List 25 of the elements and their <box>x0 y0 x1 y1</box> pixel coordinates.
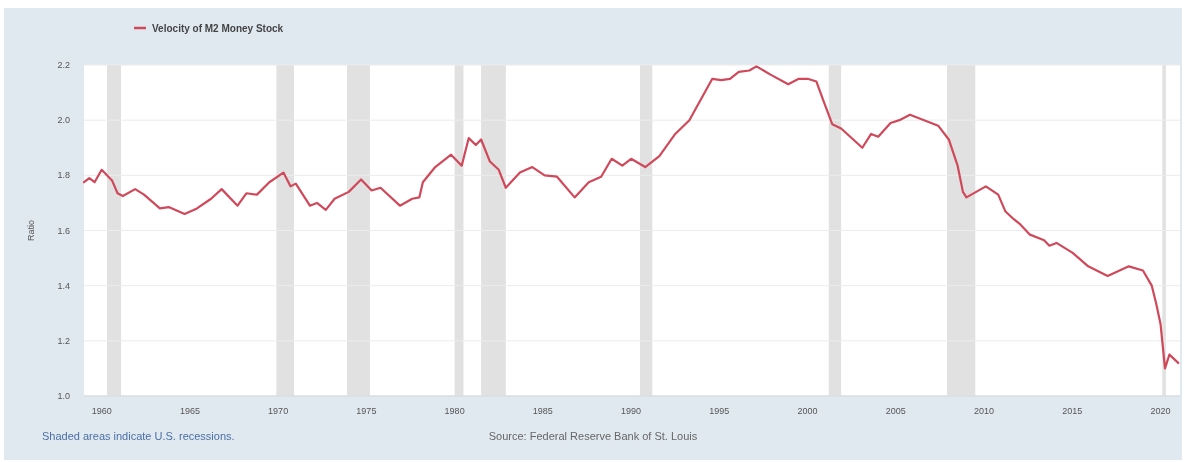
x-tick-label: 1970 <box>268 406 289 416</box>
x-tick-label: 2010 <box>974 406 995 416</box>
line-series <box>82 65 1180 370</box>
text: Shaded areas indicate U.S. recessions. <box>42 430 235 442</box>
legend-label: Velocity of M2 Money Stock <box>152 22 284 34</box>
y-tick-label: 2.0 <box>57 115 70 126</box>
x-tick-label: 2015 <box>1062 406 1083 416</box>
y-axis-title: Ratio <box>26 219 36 242</box>
x-tick-label: 1975 <box>356 406 377 416</box>
y-tick-label: 1.8 <box>57 170 70 181</box>
x-tick-label: 1965 <box>179 406 200 416</box>
y-tick-label: 1.0 <box>57 391 70 402</box>
x-tick-label: 2020 <box>1150 406 1171 416</box>
x-tick-label: 2005 <box>885 406 906 416</box>
x-tick-label: 1980 <box>444 406 465 416</box>
y-tick-label: 2.2 <box>57 60 70 71</box>
source-note: Source: Federal Reserve Bank of St. Louis <box>488 430 698 442</box>
x-tick-label: 1995 <box>709 406 730 416</box>
y-tick-label: 1.2 <box>57 335 70 346</box>
x-tick-label: 1990 <box>621 406 642 416</box>
x-tick-label: 1960 <box>91 406 112 416</box>
y-tick-label: 1.6 <box>57 225 70 236</box>
x-tick-label: 2000 <box>797 406 818 416</box>
y-tick-label: 1.4 <box>57 280 70 291</box>
x-tick-label: 1985 <box>532 406 553 416</box>
